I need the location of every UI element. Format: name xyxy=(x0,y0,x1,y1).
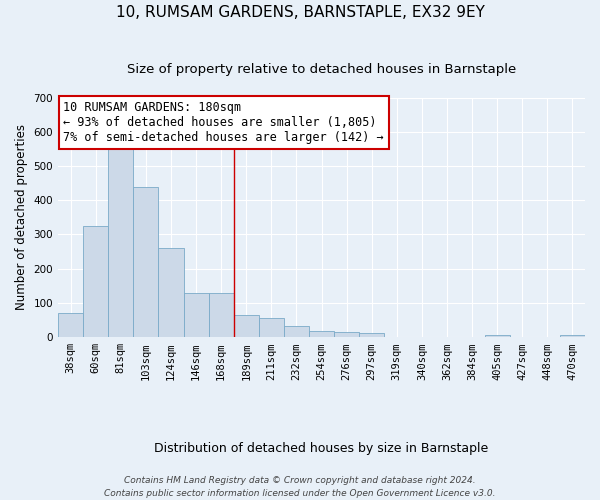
Text: 10, RUMSAM GARDENS, BARNSTAPLE, EX32 9EY: 10, RUMSAM GARDENS, BARNSTAPLE, EX32 9EY xyxy=(116,5,484,20)
Bar xyxy=(259,318,284,337)
Bar xyxy=(284,326,309,337)
Bar xyxy=(309,332,334,337)
Bar xyxy=(233,315,259,337)
Bar xyxy=(58,313,83,337)
Bar xyxy=(158,248,184,337)
Bar xyxy=(83,226,108,337)
Title: Size of property relative to detached houses in Barnstaple: Size of property relative to detached ho… xyxy=(127,62,516,76)
Bar xyxy=(184,294,209,337)
X-axis label: Distribution of detached houses by size in Barnstaple: Distribution of detached houses by size … xyxy=(154,442,488,455)
Bar xyxy=(560,335,585,337)
Bar xyxy=(133,186,158,337)
Bar xyxy=(485,336,510,337)
Bar xyxy=(334,332,359,337)
Bar xyxy=(209,294,233,337)
Y-axis label: Number of detached properties: Number of detached properties xyxy=(15,124,28,310)
Bar xyxy=(108,144,133,337)
Bar xyxy=(359,333,384,337)
Text: Contains HM Land Registry data © Crown copyright and database right 2024.
Contai: Contains HM Land Registry data © Crown c… xyxy=(104,476,496,498)
Text: 10 RUMSAM GARDENS: 180sqm
← 93% of detached houses are smaller (1,805)
7% of sem: 10 RUMSAM GARDENS: 180sqm ← 93% of detac… xyxy=(64,101,384,144)
